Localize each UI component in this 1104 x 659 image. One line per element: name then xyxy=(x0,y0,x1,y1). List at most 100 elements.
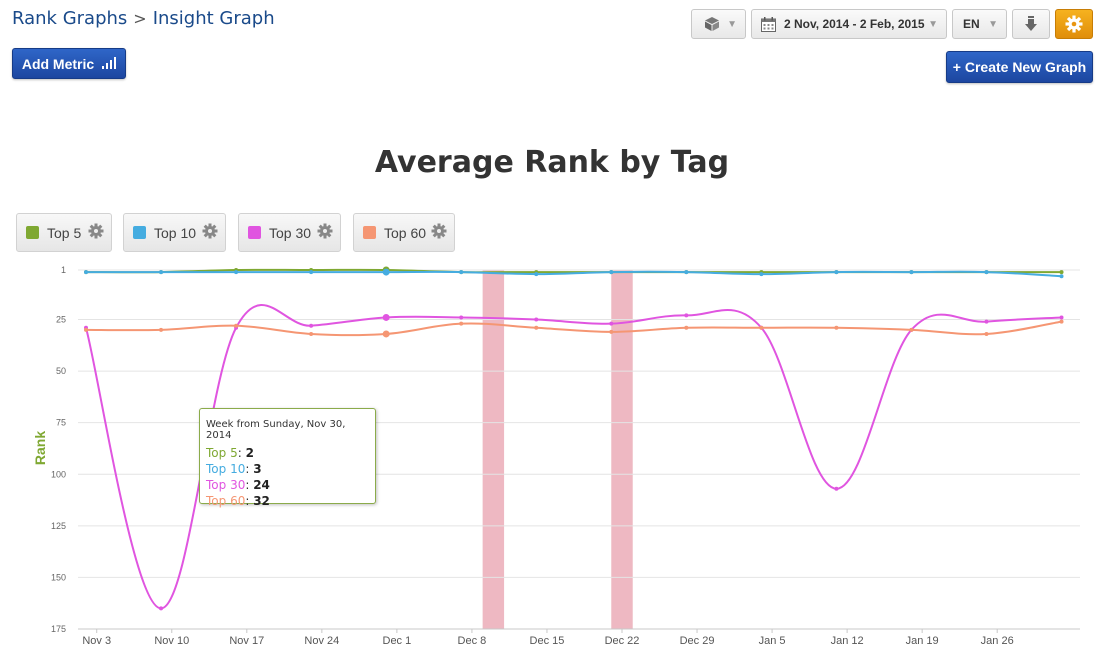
data-point-top-60[interactable] xyxy=(834,325,839,330)
data-point-top-10[interactable] xyxy=(1059,274,1064,279)
gear-icon[interactable] xyxy=(88,223,104,242)
legend-top-5[interactable]: Top 5 xyxy=(16,213,112,252)
x-tick-label: Jan 5 xyxy=(759,635,786,647)
gear-icon[interactable] xyxy=(317,223,333,242)
legend-swatch xyxy=(363,226,376,239)
data-point-top-30[interactable] xyxy=(984,319,989,324)
data-point-top-10[interactable] xyxy=(534,272,539,277)
data-point-top-60[interactable] xyxy=(309,331,314,336)
tooltip-value: 32 xyxy=(253,494,270,508)
gear-icon xyxy=(1065,15,1083,33)
tooltip-label: Top 5 xyxy=(206,446,238,460)
language-selector[interactable]: EN ▼ xyxy=(952,9,1007,39)
breadcrumb-separator: > xyxy=(133,9,147,28)
data-point-top-30[interactable] xyxy=(1059,315,1064,320)
create-new-graph-button[interactable]: + Create New Graph xyxy=(946,51,1093,83)
download-button[interactable] xyxy=(1012,9,1050,39)
tooltip-row: Top 10: 3 xyxy=(206,462,262,476)
add-metric-label: Add Metric xyxy=(21,55,95,72)
y-tick-label: 175 xyxy=(51,624,66,634)
gear-icon[interactable] xyxy=(431,223,447,242)
data-point-top-30[interactable] xyxy=(534,317,539,322)
data-point-top-60[interactable] xyxy=(459,321,464,326)
data-point-top-60[interactable] xyxy=(382,330,390,338)
legend-top-60[interactable]: Top 60 xyxy=(353,213,455,252)
data-point-top-10[interactable] xyxy=(84,270,88,275)
data-point-top-60[interactable] xyxy=(609,329,614,334)
download-arrow-icon xyxy=(1025,16,1037,32)
x-tick-label: Nov 17 xyxy=(229,635,264,647)
legend-top-10[interactable]: Top 10 xyxy=(123,213,226,252)
data-point-top-30[interactable] xyxy=(309,323,314,328)
legend-label: Top 30 xyxy=(269,224,312,241)
chart-title: Average Rank by Tag xyxy=(374,145,730,180)
legend-label: Top 10 xyxy=(154,224,197,241)
data-point-top-10[interactable] xyxy=(909,270,914,275)
x-tick-label: Dec 15 xyxy=(530,635,565,647)
data-point-top-10[interactable] xyxy=(984,270,989,275)
y-tick-label: 25 xyxy=(56,315,66,325)
x-tick-label: Dec 8 xyxy=(458,635,487,647)
breadcrumb-rank-graphs[interactable]: Rank Graphs xyxy=(12,8,128,29)
y-tick-label: 50 xyxy=(56,366,66,376)
project-selector[interactable]: ▼ xyxy=(691,9,746,39)
date-range-value: 2 Nov, 2014 - 2 Feb, 2015 xyxy=(784,17,925,31)
series-line-top-60 xyxy=(85,320,1062,337)
data-point-top-60[interactable] xyxy=(1059,319,1064,324)
data-point-top-10[interactable] xyxy=(684,270,689,275)
data-point-top-60[interactable] xyxy=(534,325,539,330)
data-point-top-60[interactable] xyxy=(234,323,239,328)
x-tick-label: Dec 22 xyxy=(605,635,640,647)
legend-top-30[interactable]: Top 30 xyxy=(238,213,341,252)
series-line-top-30 xyxy=(85,304,1062,610)
data-point-top-60[interactable] xyxy=(84,327,88,332)
tooltip-label: Top 10 xyxy=(206,462,246,476)
tooltip-value: 2 xyxy=(245,446,254,460)
data-point-top-60[interactable] xyxy=(909,327,914,332)
data-point-top-30[interactable] xyxy=(159,606,164,611)
highlight-band xyxy=(611,270,633,629)
y-axis-label: Rank xyxy=(32,431,48,465)
data-point-top-5[interactable] xyxy=(1059,270,1064,275)
data-point-top-10[interactable] xyxy=(759,272,764,277)
data-point-top-10[interactable] xyxy=(234,270,239,275)
chevron-down-icon: ▼ xyxy=(988,18,998,30)
chevron-down-icon: ▼ xyxy=(928,18,938,30)
data-point-top-10[interactable] xyxy=(459,270,464,275)
calendar-icon xyxy=(761,16,776,32)
data-point-top-30[interactable] xyxy=(459,315,464,320)
data-point-top-60[interactable] xyxy=(759,325,764,330)
tooltip-label: Top 30 xyxy=(206,478,246,492)
data-point-top-10[interactable] xyxy=(382,268,390,276)
data-point-top-30[interactable] xyxy=(382,313,390,321)
tooltip-row: Top 30: 24 xyxy=(206,478,270,492)
x-tick-label: Dec 1 xyxy=(383,635,412,647)
data-point-top-30[interactable] xyxy=(609,321,614,326)
add-metric-button[interactable]: Add Metric xyxy=(12,48,126,79)
data-point-top-60[interactable] xyxy=(159,327,164,332)
y-tick-label: 100 xyxy=(51,469,66,479)
chart-tooltip: Week from Sunday, Nov 30, 2014 Top 5: 2 … xyxy=(199,408,376,508)
settings-button[interactable] xyxy=(1055,9,1093,39)
x-tick-label: Nov 3 xyxy=(82,635,111,647)
date-range-picker[interactable]: 2 Nov, 2014 - 2 Feb, 2015 ▼ xyxy=(751,9,947,39)
y-tick-label: 150 xyxy=(51,572,66,582)
data-point-top-30[interactable] xyxy=(684,313,689,318)
series-line-top-10 xyxy=(86,270,1062,278)
tooltip-label: Top 60 xyxy=(206,494,246,508)
data-point-top-10[interactable] xyxy=(309,270,314,275)
data-point-top-10[interactable] xyxy=(834,270,839,275)
data-point-top-10[interactable] xyxy=(609,270,614,275)
data-point-top-60[interactable] xyxy=(984,331,989,336)
tooltip-row: Top 60: 32 xyxy=(206,494,270,508)
x-tick-label: Jan 19 xyxy=(906,635,939,647)
gear-icon[interactable] xyxy=(202,223,218,242)
x-tick-label: Nov 24 xyxy=(304,635,339,647)
data-point-top-10[interactable] xyxy=(159,270,164,275)
legend-label: Top 5 xyxy=(47,224,82,241)
data-point-top-60[interactable] xyxy=(684,325,689,330)
tooltip-value: 24 xyxy=(253,478,270,492)
y-tick-label: 1 xyxy=(61,265,66,275)
data-point-top-30[interactable] xyxy=(834,486,839,491)
